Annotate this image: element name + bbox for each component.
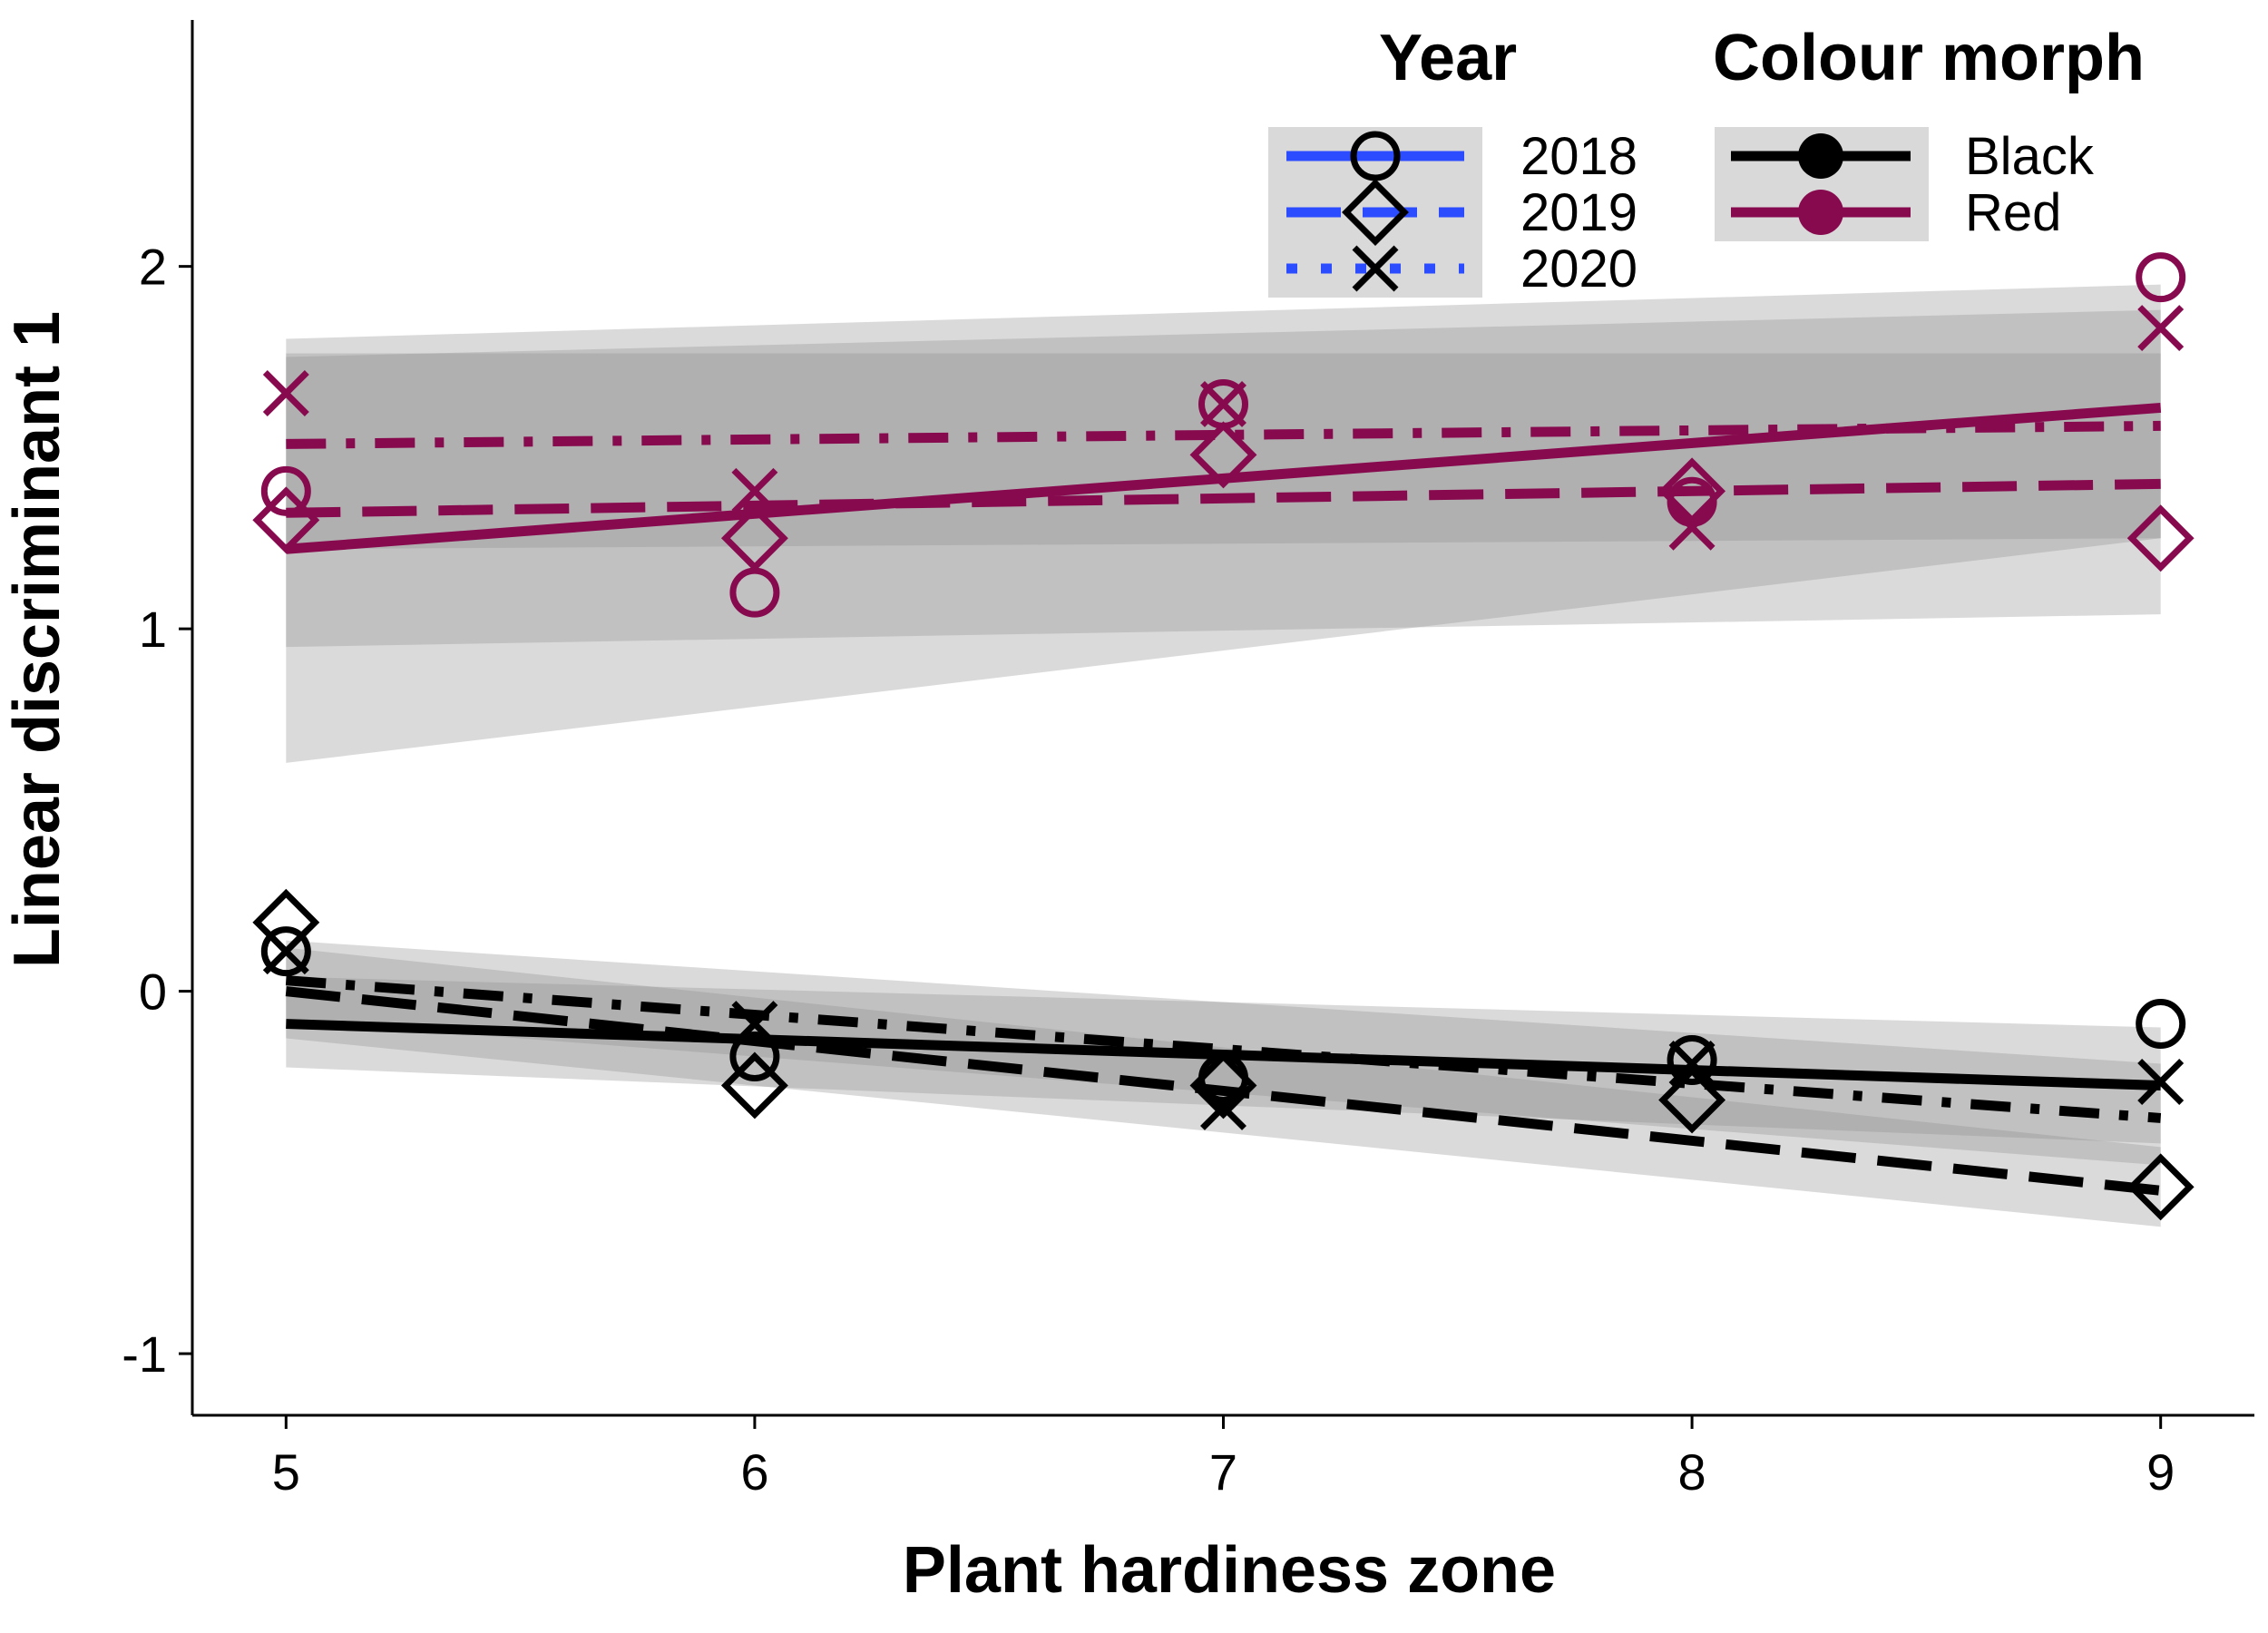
point-red-2020-zone-5 bbox=[262, 369, 309, 416]
legend-year-label-2020: 2020 bbox=[1520, 240, 1637, 298]
point-red-2019-zone-9 bbox=[2126, 504, 2195, 572]
x-tick-label: 5 bbox=[272, 1443, 300, 1501]
legend-morph-label-black: Black bbox=[1965, 127, 2095, 186]
point-red-2019-zone-8 bbox=[1658, 457, 1726, 525]
point-red-2018-zone-9 bbox=[2136, 252, 2186, 303]
legend-morph-dot-red bbox=[1798, 190, 1843, 235]
point-red-2019-zone-5 bbox=[252, 486, 320, 554]
legend-year-marker-2019 bbox=[1342, 179, 1409, 246]
legend-morph-label-red: Red bbox=[1965, 183, 2061, 242]
point-red-2019-zone-6 bbox=[720, 504, 788, 572]
point-black-2018-zone-5 bbox=[260, 926, 311, 977]
y-axis-ticks: -1 0 1 2 bbox=[122, 239, 192, 1383]
point-red-2020-zone-9 bbox=[2137, 305, 2185, 352]
point-red-2020-zone-7 bbox=[1200, 380, 1246, 427]
y-tick-label: 2 bbox=[139, 239, 167, 296]
y-axis-title: Linear discriminant 1 bbox=[1, 311, 73, 968]
point-red-2020-zone-6 bbox=[731, 467, 778, 514]
point-black-2020-zone-7 bbox=[1200, 1083, 1246, 1130]
point-black-2018-zone-9 bbox=[2136, 999, 2186, 1050]
legend-year-label-2019: 2019 bbox=[1520, 183, 1637, 242]
x-tick-label: 6 bbox=[740, 1443, 768, 1501]
point-black-2019-zone-9 bbox=[2126, 1153, 2195, 1221]
legend-year-label-2018: 2018 bbox=[1520, 127, 1637, 186]
x-tick-label: 8 bbox=[1678, 1443, 1706, 1501]
y-tick-label: 0 bbox=[139, 963, 167, 1021]
point-black-2019-zone-7 bbox=[1189, 1051, 1257, 1120]
legend-morph-title: Colour morph bbox=[1713, 22, 2145, 94]
x-tick-label: 9 bbox=[2146, 1443, 2175, 1501]
legend-morph-dot-black bbox=[1798, 133, 1843, 179]
axes: 5 6 7 8 9 -1 0 1 2 bbox=[122, 20, 2254, 1501]
point-black-2020-zone-5 bbox=[262, 928, 309, 975]
point-black-2018-zone-8 bbox=[1667, 1035, 1717, 1086]
fit-line-red-2019 bbox=[286, 478, 2161, 518]
point-black-2020-zone-6 bbox=[731, 1001, 778, 1048]
legend-year-title: Year bbox=[1379, 22, 1517, 94]
point-black-2018-zone-6 bbox=[729, 1032, 780, 1082]
fit-line-red-2018 bbox=[285, 402, 2162, 554]
y-tick-label: 1 bbox=[139, 601, 167, 658]
legend-year-marker-2020 bbox=[1352, 245, 1399, 292]
fit-lines bbox=[285, 402, 2162, 1196]
y-tick-label: -1 bbox=[122, 1325, 167, 1383]
legend-year-marker-2018 bbox=[1350, 131, 1401, 181]
point-red-2019-zone-7 bbox=[1189, 421, 1257, 489]
x-axis-title: Plant hardiness zone bbox=[903, 1534, 1556, 1607]
point-black-2020-zone-8 bbox=[1668, 1041, 1716, 1087]
point-black-2020-zone-9 bbox=[2137, 1059, 2185, 1105]
data-points bbox=[252, 252, 2195, 1221]
ci-ribbon-red-2018 bbox=[286, 284, 2161, 763]
x-axis-ticks: 5 6 7 8 9 bbox=[272, 1415, 2175, 1501]
point-black-2019-zone-6 bbox=[720, 1051, 788, 1120]
point-red-2018-zone-5 bbox=[260, 465, 311, 516]
x-tick-label: 7 bbox=[1209, 1443, 1237, 1501]
point-black-2019-zone-8 bbox=[1658, 1066, 1726, 1134]
fit-line-black-2019 bbox=[285, 986, 2162, 1196]
point-red-2020-zone-8 bbox=[1668, 504, 1716, 551]
